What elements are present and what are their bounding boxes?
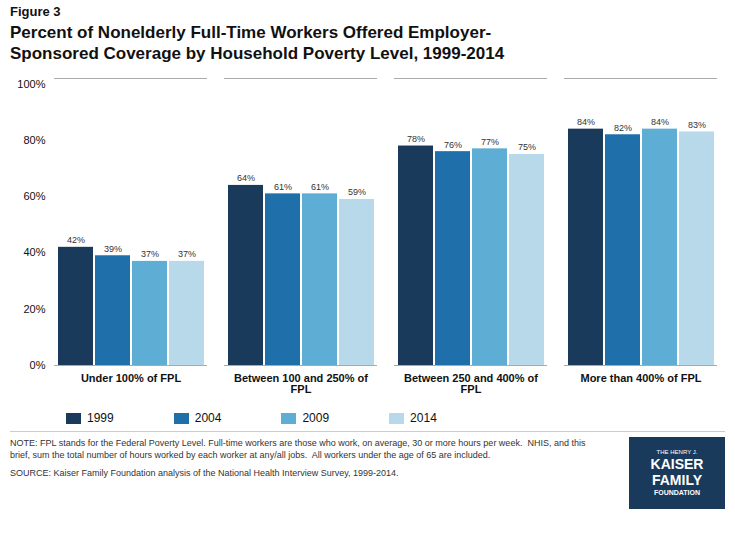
svg-text:64%: 64% [237,173,255,183]
svg-text:39%: 39% [104,244,122,254]
svg-text:Between 100 and 250% ofFPL: Between 100 and 250% ofFPL [234,372,368,395]
svg-text:84%: 84% [577,117,595,127]
svg-text:75%: 75% [518,142,536,152]
svg-text:42%: 42% [67,235,85,245]
html-text:2004: 2004 [194,411,222,425]
svg-text:60%: 60% [23,190,45,202]
svg-text:82%: 82% [614,123,632,133]
svg-text:78%: 78% [407,134,425,144]
svg-text:Between 250 and 400% ofFPL: Between 250 and 400% ofFPL [404,372,538,395]
svg-text:100%: 100% [17,78,45,90]
svg-text:Under 100% of FPL: Under 100% of FPL [81,372,182,384]
html-text:Figure 3: Figure 3 [10,4,61,19]
svg-text:61%: 61% [311,182,329,192]
html-text:Sponsored Coverage by Househol: Sponsored Coverage by Household Poverty … [10,44,505,63]
html-text:KAISER: KAISER [650,456,704,473]
svg-text:37%: 37% [178,249,196,259]
svg-text:84%: 84% [651,117,669,127]
svg-text:61%: 61% [274,182,292,192]
svg-text:59%: 59% [348,187,366,197]
svg-text:20%: 20% [23,303,45,315]
svg-text:40%: 40% [23,246,45,258]
html-text:SOURCE: Kaiser Family Foundati: SOURCE: Kaiser Family Foundation analysi… [10,468,399,478]
html-text:NOTE: FPL stands for the Feder: NOTE: FPL stands for the Federal Poverty… [10,438,586,460]
svg-text:More than 400% of FPL: More than 400% of FPL [580,372,701,384]
html-text:2014: 2014 [410,411,437,425]
svg-text:0%: 0% [30,359,46,371]
html-text:FOUNDATION: FOUNDATION [653,488,701,496]
svg-text:77%: 77% [481,137,499,147]
html-text:THE HENRY J.: THE HENRY J. [656,449,698,456]
html-text:FAMILY: FAMILY [652,472,702,489]
svg-text:37%: 37% [141,249,159,259]
html-text:Percent of Nonelderly Full-Tim: Percent of Nonelderly Full-Time Workers … [10,23,492,42]
html-text:2009: 2009 [302,411,330,425]
svg-text:80%: 80% [23,134,45,146]
svg-text:76%: 76% [444,140,462,150]
html-text:1999: 1999 [87,411,114,425]
svg-text:83%: 83% [688,120,706,130]
